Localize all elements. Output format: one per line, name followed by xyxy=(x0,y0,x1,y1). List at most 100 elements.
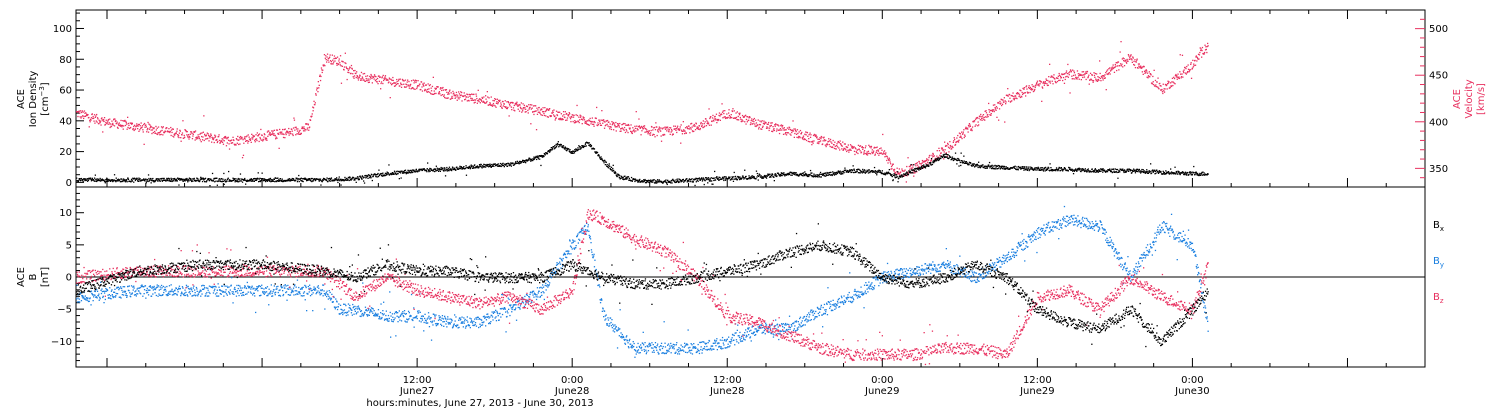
velocity-series-point xyxy=(812,140,814,142)
density-series-point xyxy=(556,144,558,146)
velocity-series-point xyxy=(680,142,682,144)
velocity-series-point xyxy=(957,140,959,142)
velocity-series-point xyxy=(1177,77,1180,79)
velocity-series-point xyxy=(464,94,466,97)
velocity-series-point xyxy=(603,120,605,123)
velocity-series-point xyxy=(994,107,996,109)
density-series-point xyxy=(375,175,377,178)
density-series-point xyxy=(625,177,627,179)
top-right-axis-label: ACE Velocity [km/s] xyxy=(1452,79,1487,118)
density-series-point xyxy=(893,173,895,175)
density-series-point xyxy=(843,171,845,173)
velocity-series-point xyxy=(533,113,535,116)
x-tick-date-3: June28 xyxy=(709,386,745,397)
velocity-series-point xyxy=(1074,74,1076,76)
velocity-series-point xyxy=(506,101,508,103)
velocity-series-point xyxy=(221,141,223,143)
velocity-series-point xyxy=(680,129,683,131)
density-series-point xyxy=(559,145,561,147)
velocity-series-point xyxy=(1111,66,1113,68)
density-series-point xyxy=(456,166,458,168)
velocity-series-point xyxy=(749,123,752,126)
velocity-series-point xyxy=(1120,65,1123,67)
density-series-point xyxy=(700,178,702,180)
density-series-point xyxy=(126,181,128,183)
density-series-point xyxy=(95,178,97,180)
density-series-point xyxy=(611,169,613,171)
velocity-series-point xyxy=(394,82,396,84)
density-series-point xyxy=(460,167,462,169)
velocity-series-point xyxy=(1089,79,1091,81)
density-series-point xyxy=(324,178,326,180)
velocity-series-point xyxy=(549,115,551,117)
density-series-point xyxy=(364,174,367,177)
velocity-series-point xyxy=(95,120,97,122)
velocity-series-point xyxy=(1106,73,1108,75)
density-series-point xyxy=(748,175,750,177)
density-series-point xyxy=(701,180,704,182)
velocity-series-point xyxy=(575,114,577,116)
velocity-series-point xyxy=(535,129,538,131)
velocity-series-point xyxy=(556,114,559,117)
velocity-series-point xyxy=(1165,83,1167,86)
density-series-point xyxy=(756,176,758,178)
velocity-series-point xyxy=(1028,85,1030,87)
velocity-series-point xyxy=(684,132,686,135)
density-series-point xyxy=(937,159,939,162)
density-series-point xyxy=(876,170,879,172)
density-series-point xyxy=(991,166,994,168)
velocity-series-point xyxy=(253,135,255,137)
velocity-series-point xyxy=(189,136,191,138)
velocity-series-point xyxy=(430,93,432,95)
velocity-series-point xyxy=(1206,45,1208,48)
velocity-series-point xyxy=(272,134,275,136)
velocity-series-point xyxy=(940,147,943,149)
velocity-series-point xyxy=(809,136,812,138)
velocity-series-point xyxy=(868,152,870,155)
density-series-point xyxy=(717,178,719,180)
velocity-series-point xyxy=(767,127,769,129)
velocity-series-point xyxy=(258,133,261,135)
velocity-series-point xyxy=(122,128,124,130)
velocity-series-point xyxy=(731,110,734,113)
velocity-series-point xyxy=(1173,76,1175,78)
density-series-point xyxy=(211,172,214,175)
velocity-series-point xyxy=(511,109,513,111)
velocity-series-point xyxy=(319,74,321,76)
velocity-series-point xyxy=(83,115,85,118)
velocity-series-point xyxy=(1145,69,1147,71)
velocity-series-point xyxy=(100,118,103,120)
density-series-point xyxy=(429,167,431,170)
velocity-series-point xyxy=(142,129,144,131)
density-series-point xyxy=(691,181,694,183)
velocity-series-point xyxy=(993,110,995,113)
velocity-series-point xyxy=(314,104,316,106)
velocity-series-point xyxy=(488,104,491,106)
density-series-point xyxy=(304,177,306,179)
velocity-series-point xyxy=(1072,78,1074,80)
velocity-series-point xyxy=(593,123,595,126)
velocity-series-point xyxy=(631,132,633,135)
velocity-series-point xyxy=(294,126,296,129)
velocity-series-point xyxy=(1103,75,1105,78)
density-series-point xyxy=(284,179,286,182)
velocity-series-point xyxy=(765,127,768,129)
velocity-series-point xyxy=(829,140,831,142)
velocity-series-point xyxy=(620,130,622,132)
density-series-point xyxy=(399,170,401,172)
velocity-series-point xyxy=(505,106,507,108)
density-series-point xyxy=(665,179,667,181)
velocity-series-point xyxy=(633,131,636,133)
density-series-point xyxy=(234,181,236,183)
velocity-series-point xyxy=(466,100,468,102)
density-series-point xyxy=(648,181,650,184)
velocity-series-point xyxy=(346,68,349,70)
density-series-point xyxy=(923,166,925,168)
velocity-series-point xyxy=(1153,83,1155,86)
velocity-series-point xyxy=(1088,83,1090,85)
density-series-point xyxy=(393,170,396,172)
velocity-series-point xyxy=(668,131,670,133)
velocity-series-point xyxy=(824,144,826,146)
density-series-point xyxy=(732,180,735,182)
density-series-point xyxy=(764,174,766,177)
